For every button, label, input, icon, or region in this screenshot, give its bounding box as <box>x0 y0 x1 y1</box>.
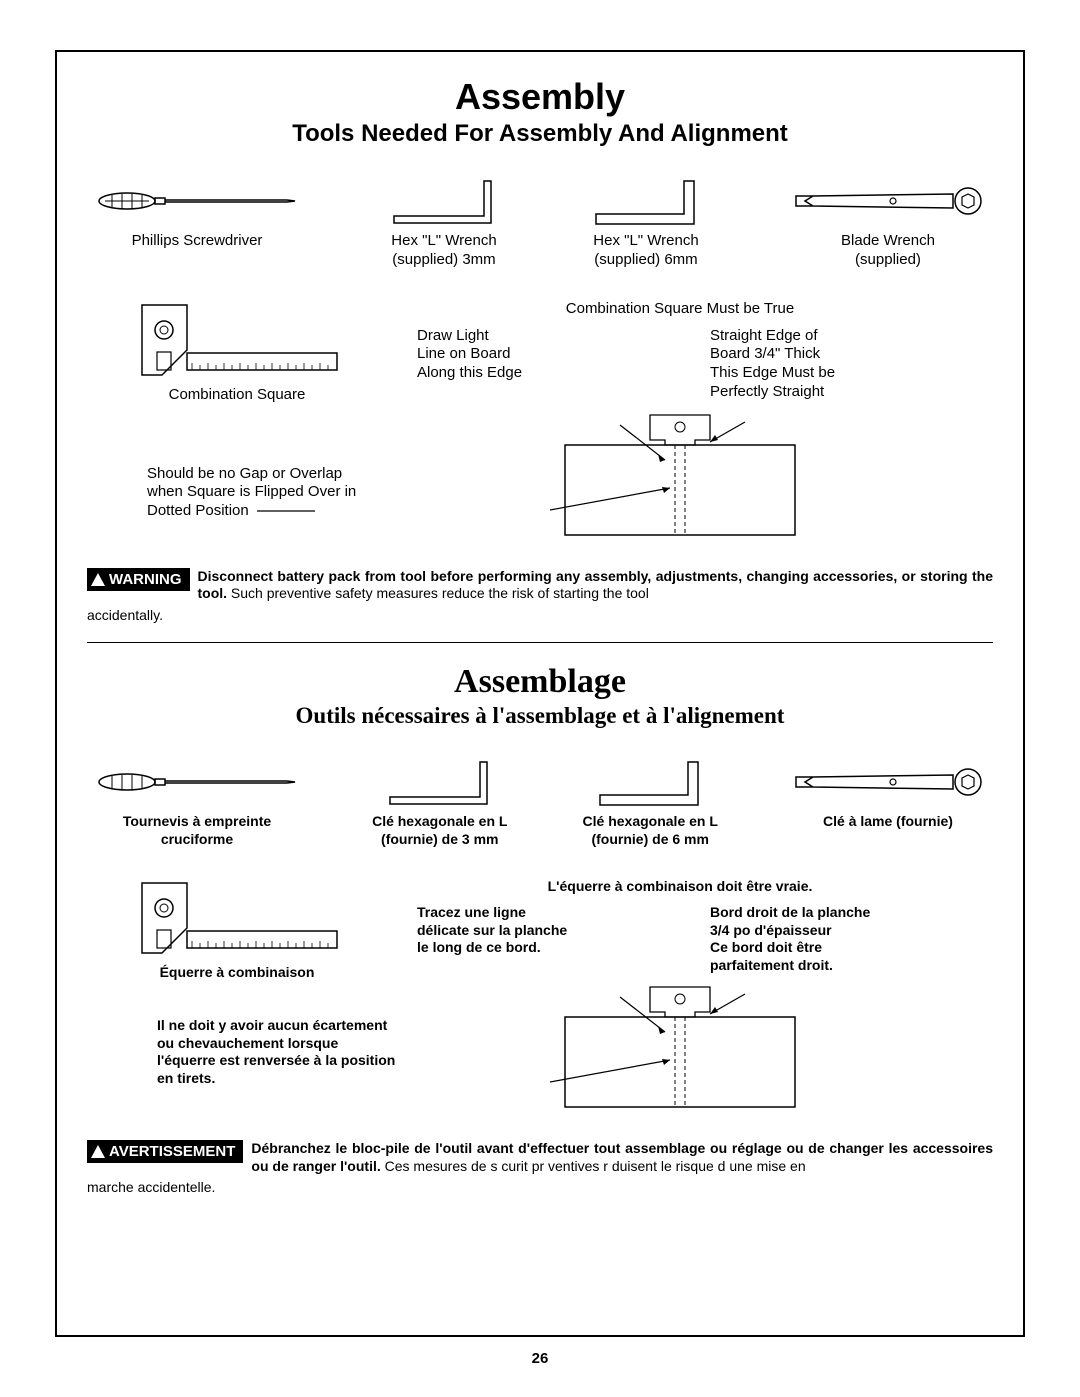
subtitle-en: Tools Needed For Assembly And Alignment <box>87 120 993 148</box>
hex-wrench-6mm-icon <box>591 176 701 226</box>
combo-diagram-area: Combination Square Must be True Draw Lig… <box>377 300 983 540</box>
combo-label: Combination Square <box>169 386 306 403</box>
combination-square-icon <box>97 300 377 380</box>
screwdriver-icon <box>97 757 297 807</box>
combo-right-col-fr: Bord droit de la planche 3/4 po d'épaiss… <box>710 904 983 974</box>
warning-triangle-icon <box>91 573 105 586</box>
tool-hex6: Hex "L" Wrench (supplied) 6mm <box>591 176 701 270</box>
screwdriver-icon <box>97 176 297 226</box>
tool-blade-fr: Clé à lame (fournie) <box>793 757 983 831</box>
combo-left-col: Draw Light Line on Board Along this Edge <box>377 327 690 402</box>
warning-label-fr: AVERTISSEMENT <box>109 1143 235 1160</box>
warning-block-en: WARNING Disconnect battery pack from too… <box>87 568 993 603</box>
warning-cont: accidentally. <box>87 607 993 625</box>
warning-text: Disconnect battery pack from tool before… <box>198 568 994 603</box>
section-english: Assembly Tools Needed For Assembly And A… <box>87 76 993 624</box>
warning-badge: WARNING <box>87 568 190 591</box>
tool-label: Phillips Screwdriver <box>132 232 263 251</box>
title-fr: Assemblage <box>87 663 993 701</box>
warning-cont-fr: marche accidentelle. <box>87 1179 993 1197</box>
tool-hex3: Hex "L" Wrench (supplied) 3mm <box>389 176 499 270</box>
section-french: Assemblage Outils nécessaires à l'assemb… <box>87 663 993 1197</box>
warning-label: WARNING <box>109 571 182 588</box>
tool-label: Tournevis à empreinte cruciforme <box>123 813 271 848</box>
tool-label: Hex "L" Wrench (supplied) 6mm <box>593 232 698 270</box>
tools-row-en: Phillips Screwdriver Hex "L" Wrench (sup… <box>87 176 993 270</box>
section-divider <box>87 642 993 643</box>
page-number: 26 <box>0 1350 1080 1367</box>
combo-square-cell: Combination Square <box>97 300 377 403</box>
combo-right-col: Straight Edge of Board 3/4" Thick This E… <box>710 327 983 402</box>
tool-label: Clé hexagonale en L (fournie) de 3 mm <box>372 813 507 848</box>
combo-label: Équerre à combinaison <box>160 964 315 980</box>
square-true-diagram-icon <box>550 982 810 1112</box>
tools-row-fr: Tournevis à empreinte cruciforme Clé hex… <box>87 757 993 848</box>
gap-note: Should be no Gap or Overlap when Square … <box>147 465 377 521</box>
tool-hex3-fr: Clé hexagonale en L (fournie) de 3 mm <box>372 757 507 848</box>
combo-square-cell-fr: Équerre à combinaison <box>97 878 377 980</box>
warning-triangle-icon <box>91 1145 105 1158</box>
combo-heading: Combination Square Must be True <box>377 300 983 317</box>
tool-label: Clé hexagonale en L (fournie) de 6 mm <box>583 813 718 848</box>
hex-wrench-3mm-icon <box>385 757 495 807</box>
combo-row-en: Combination Square Combination Square Mu… <box>87 300 993 540</box>
tool-screwdriver: Phillips Screwdriver <box>97 176 297 251</box>
page-frame: Assembly Tools Needed For Assembly And A… <box>55 50 1025 1337</box>
combo-heading-fr: L'équerre à combinaison doit être vraie. <box>377 878 983 894</box>
combo-row-fr: Équerre à combinaison L'équerre à combin… <box>87 878 993 1112</box>
warning-block-fr: AVERTISSEMENT Débranchez le bloc-pile de… <box>87 1140 993 1175</box>
combo-left-col-fr: Tracez une ligne délicate sur la planche… <box>377 904 690 974</box>
hex-wrench-3mm-icon <box>389 176 499 226</box>
combo-diagram-area-fr: L'équerre à combinaison doit être vraie.… <box>377 878 983 1112</box>
tool-label: Clé à lame (fournie) <box>823 813 953 831</box>
subtitle-fr: Outils nécessaires à l'assemblage et à l… <box>87 703 993 729</box>
combination-square-icon <box>97 878 377 958</box>
tool-hex6-fr: Clé hexagonale en L (fournie) de 6 mm <box>583 757 718 848</box>
hex-wrench-6mm-icon <box>595 757 705 807</box>
gap-note-fr: Il ne doit y avoir aucun écartement ou c… <box>157 1017 397 1087</box>
title-en: Assembly <box>87 76 993 118</box>
tool-label: Hex "L" Wrench (supplied) 3mm <box>391 232 496 270</box>
warning-badge-fr: AVERTISSEMENT <box>87 1140 243 1163</box>
warning-text-fr: Débranchez le bloc-pile de l'outil avant… <box>251 1140 993 1175</box>
blade-wrench-icon <box>793 757 983 807</box>
tool-label: Blade Wrench (supplied) <box>841 232 935 270</box>
tool-screwdriver-fr: Tournevis à empreinte cruciforme <box>97 757 297 848</box>
square-true-diagram-icon <box>550 410 810 540</box>
tool-blade: Blade Wrench (supplied) <box>793 176 983 270</box>
blade-wrench-icon <box>793 176 983 226</box>
